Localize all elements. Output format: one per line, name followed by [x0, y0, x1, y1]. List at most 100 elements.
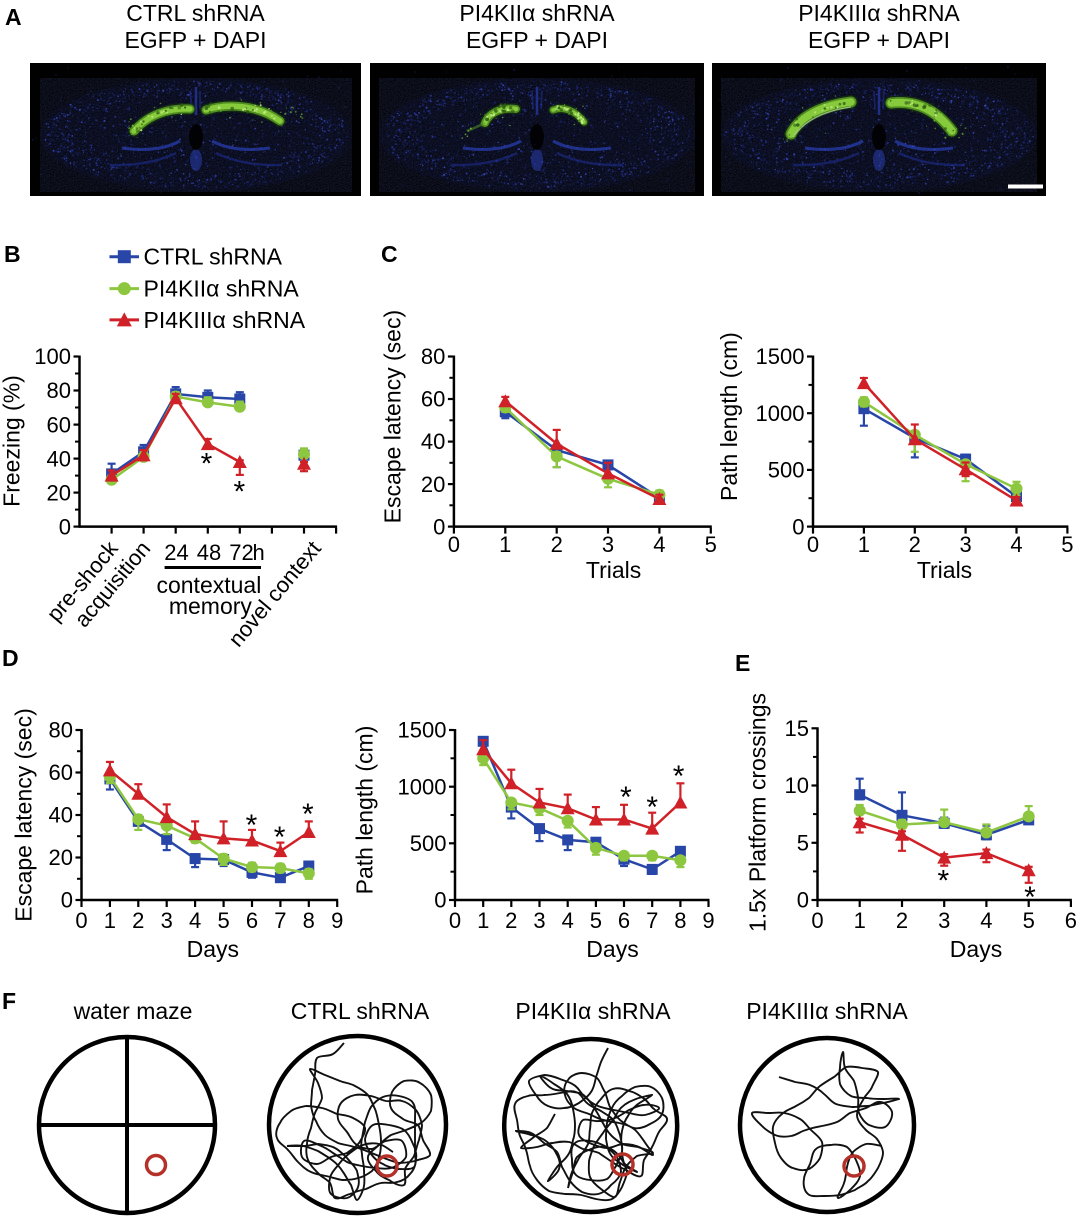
svg-text:h: h — [253, 540, 265, 565]
svg-text:*: * — [201, 448, 213, 481]
svg-text:1: 1 — [854, 908, 866, 933]
svg-text:7: 7 — [274, 908, 286, 933]
svg-text:2: 2 — [132, 908, 144, 933]
svg-text:20: 20 — [49, 845, 73, 870]
svg-text:0: 0 — [448, 532, 460, 557]
svg-text:60: 60 — [421, 387, 445, 412]
svg-text:60: 60 — [49, 760, 73, 785]
svg-text:*: * — [302, 798, 314, 831]
svg-text:20: 20 — [421, 472, 445, 497]
svg-text:3: 3 — [161, 908, 173, 933]
svg-text:PI4KIIIα shRNA: PI4KIIIα shRNA — [798, 0, 960, 26]
svg-text:1000: 1000 — [398, 774, 447, 799]
svg-text:1500: 1500 — [398, 718, 447, 743]
svg-text:1000: 1000 — [756, 401, 805, 426]
svg-text:*: * — [646, 791, 658, 824]
svg-text:Days: Days — [586, 936, 638, 962]
svg-text:5: 5 — [590, 908, 602, 933]
svg-text:5: 5 — [705, 532, 717, 557]
svg-text:6: 6 — [618, 908, 630, 933]
svg-text:2: 2 — [909, 532, 921, 557]
svg-text:Freezing (%): Freezing (%) — [0, 375, 25, 507]
svg-text:48: 48 — [197, 540, 221, 565]
svg-text:72: 72 — [229, 540, 253, 565]
svg-text:80: 80 — [49, 718, 73, 743]
svg-text:500: 500 — [410, 831, 447, 856]
svg-text:D: D — [2, 645, 19, 671]
svg-text:CTRL shRNA: CTRL shRNA — [144, 244, 283, 270]
svg-text:0: 0 — [433, 514, 445, 539]
svg-text:2: 2 — [896, 908, 908, 933]
svg-text:500: 500 — [768, 458, 805, 483]
svg-text:B: B — [4, 241, 21, 267]
svg-text:7: 7 — [646, 908, 658, 933]
svg-text:1: 1 — [499, 532, 511, 557]
svg-text:memory: memory — [169, 593, 253, 619]
svg-text:EGFP + DAPI: EGFP + DAPI — [466, 27, 608, 53]
svg-text:*: * — [246, 809, 258, 842]
svg-text:0: 0 — [807, 532, 819, 557]
svg-text:0: 0 — [61, 888, 73, 913]
svg-text:5: 5 — [217, 908, 229, 933]
svg-text:*: * — [233, 476, 245, 509]
svg-text:Path length (cm): Path length (cm) — [716, 332, 742, 501]
svg-text:40: 40 — [47, 446, 71, 471]
svg-text:60: 60 — [47, 412, 71, 437]
svg-text:5: 5 — [797, 831, 809, 856]
svg-text:4: 4 — [562, 908, 574, 933]
svg-text:EGFP + DAPI: EGFP + DAPI — [124, 27, 266, 53]
svg-text:6: 6 — [246, 908, 258, 933]
svg-text:0: 0 — [75, 908, 87, 933]
svg-text:PI4KIIα shRNA: PI4KIIα shRNA — [144, 276, 300, 302]
svg-text:9: 9 — [702, 908, 714, 933]
svg-text:Trials: Trials — [917, 557, 972, 583]
svg-text:Path length (cm): Path length (cm) — [351, 726, 377, 895]
svg-text:24: 24 — [164, 540, 188, 565]
svg-text:PI4KIIIα shRNA: PI4KIIIα shRNA — [144, 307, 306, 333]
svg-text:0: 0 — [434, 888, 446, 913]
svg-text:Escape latency (sec): Escape latency (sec) — [11, 708, 37, 921]
svg-text:4: 4 — [653, 532, 665, 557]
svg-text:9: 9 — [331, 908, 343, 933]
svg-text:3: 3 — [959, 532, 971, 557]
svg-text:10: 10 — [785, 773, 809, 798]
svg-text:3: 3 — [533, 908, 545, 933]
svg-text:C: C — [381, 241, 398, 267]
svg-text:1: 1 — [477, 908, 489, 933]
svg-text:3: 3 — [602, 532, 614, 557]
svg-text:15: 15 — [785, 716, 809, 741]
svg-text:0: 0 — [449, 908, 461, 933]
svg-text:PI4KIIα shRNA: PI4KIIα shRNA — [459, 0, 615, 26]
svg-text:8: 8 — [303, 908, 315, 933]
svg-text:E: E — [735, 650, 750, 676]
svg-text:5: 5 — [1061, 532, 1073, 557]
svg-text:*: * — [274, 821, 286, 854]
svg-text:40: 40 — [49, 803, 73, 828]
svg-text:1: 1 — [858, 532, 870, 557]
svg-text:4: 4 — [189, 908, 201, 933]
svg-text:Escape latency (sec): Escape latency (sec) — [380, 310, 406, 523]
svg-text:A: A — [5, 4, 22, 30]
svg-text:EGFP + DAPI: EGFP + DAPI — [808, 27, 950, 53]
svg-text:Trials: Trials — [586, 557, 641, 583]
svg-text:1500: 1500 — [756, 344, 805, 369]
svg-text:80: 80 — [47, 378, 71, 403]
svg-text:8: 8 — [674, 908, 686, 933]
svg-text:100: 100 — [34, 344, 71, 369]
svg-text:20: 20 — [47, 480, 71, 505]
svg-text:1: 1 — [104, 908, 116, 933]
svg-text:3: 3 — [938, 908, 950, 933]
svg-text:2: 2 — [551, 532, 563, 557]
svg-text:*: * — [673, 760, 685, 793]
svg-text:0: 0 — [797, 888, 809, 913]
svg-text:80: 80 — [421, 344, 445, 369]
svg-text:40: 40 — [421, 429, 445, 454]
svg-text:4: 4 — [980, 908, 992, 933]
svg-text:2: 2 — [505, 908, 517, 933]
svg-text:0: 0 — [792, 514, 804, 539]
svg-text:0: 0 — [59, 514, 71, 539]
svg-text:Days: Days — [187, 936, 239, 962]
svg-text:0: 0 — [811, 908, 823, 933]
svg-text:4: 4 — [1010, 532, 1022, 557]
svg-text:*: * — [620, 781, 632, 814]
